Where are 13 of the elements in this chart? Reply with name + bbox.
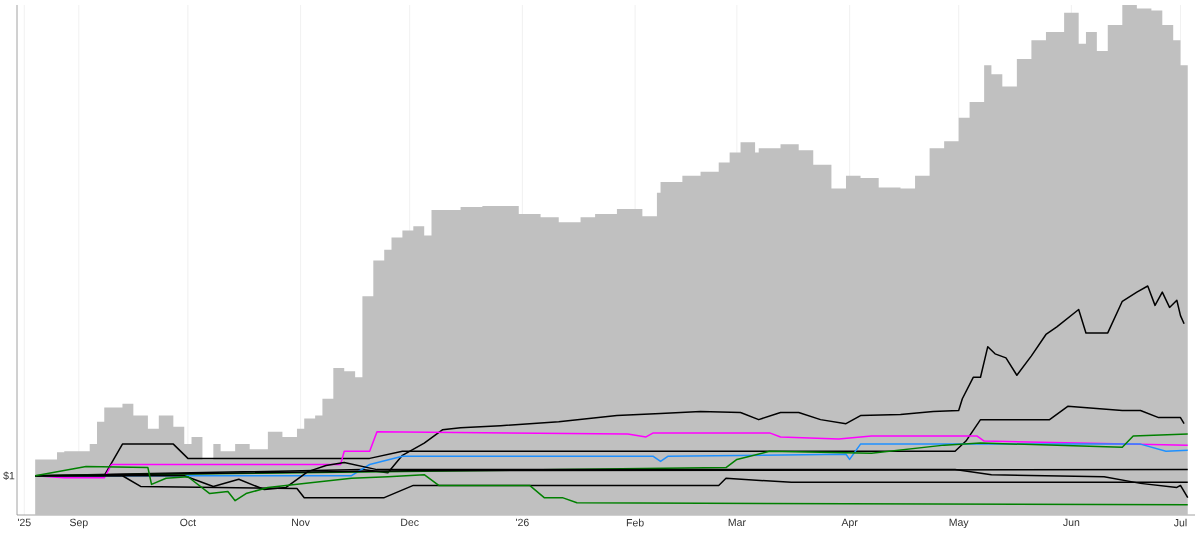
text: $1 <box>3 471 15 480</box>
x-tick-label: May <box>949 518 969 529</box>
x-tick-label: Oct <box>180 518 196 527</box>
x-tick-label: Nov <box>292 518 310 527</box>
x-tick-label: Jun <box>1063 518 1080 527</box>
x-tick-label: '26 <box>516 518 529 527</box>
x-tick-label: Dec <box>401 518 419 527</box>
x-tick-label: '25 <box>17 518 31 527</box>
x-tick-label: Feb <box>626 518 644 527</box>
x-tick-label: Jul <box>1173 518 1187 527</box>
x-tick-label: Sep <box>69 518 88 529</box>
x-tick-label: Mar <box>728 518 746 527</box>
x-tick-label: Apr <box>841 518 858 529</box>
